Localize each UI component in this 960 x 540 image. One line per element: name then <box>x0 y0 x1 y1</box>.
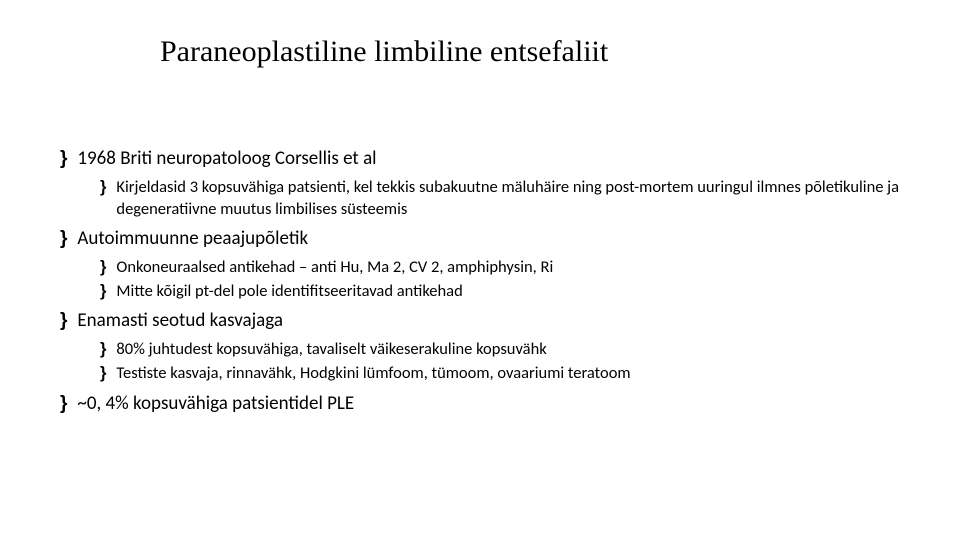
bullet-l2: } 80% juhtudest kopsuvähiga, tavaliselt … <box>100 338 920 360</box>
bullet-l1: } Enamasti seotud kasvajaga <box>60 308 920 334</box>
bullet-icon: } <box>100 362 106 384</box>
bullet-icon: } <box>100 280 106 302</box>
bullet-l2: } Mitte kõigil pt-del pole identifitseer… <box>100 280 920 302</box>
slide-title: Paraneoplastiline limbiline entsefaliit <box>160 35 608 69</box>
bullet-l2: } Testiste kasvaja, rinnavähk, Hodgkini … <box>100 362 920 384</box>
bullet-icon: } <box>60 226 67 252</box>
bullet-text: Kirjeldasid 3 kopsuvähiga patsienti, kel… <box>116 176 920 221</box>
bullet-text: Autoimmuunne peaajupõletik <box>77 226 308 252</box>
bullet-l2: } Onkoneuraalsed antikehad – anti Hu, Ma… <box>100 256 920 278</box>
bullet-l1: } ~0, 4% kopsuvähiga patsientidel PLE <box>60 391 920 417</box>
bullet-l1: } 1968 Briti neuropatoloog Corsellis et … <box>60 146 920 172</box>
slide-body: } 1968 Briti neuropatoloog Corsellis et … <box>60 140 920 420</box>
bullet-l1: } Autoimmuunne peaajupõletik <box>60 226 920 252</box>
bullet-icon: } <box>100 256 106 278</box>
bullet-text: Testiste kasvaja, rinnavähk, Hodgkini lü… <box>116 362 630 384</box>
bullet-text: Enamasti seotud kasvajaga <box>77 308 283 334</box>
bullet-icon: } <box>100 338 106 360</box>
bullet-text: Mitte kõigil pt-del pole identifitseerit… <box>116 280 462 302</box>
bullet-icon: } <box>60 146 67 172</box>
bullet-text: Onkoneuraalsed antikehad – anti Hu, Ma 2… <box>116 256 553 278</box>
bullet-icon: } <box>60 308 67 334</box>
bullet-icon: } <box>60 391 67 417</box>
bullet-l2: } Kirjeldasid 3 kopsuvähiga patsienti, k… <box>100 176 920 221</box>
bullet-text: ~0, 4% kopsuvähiga patsientidel PLE <box>77 391 354 417</box>
bullet-text: 80% juhtudest kopsuvähiga, tavaliselt vä… <box>116 338 546 360</box>
bullet-icon: } <box>100 176 106 198</box>
bullet-text: 1968 Briti neuropatoloog Corsellis et al <box>77 146 376 172</box>
